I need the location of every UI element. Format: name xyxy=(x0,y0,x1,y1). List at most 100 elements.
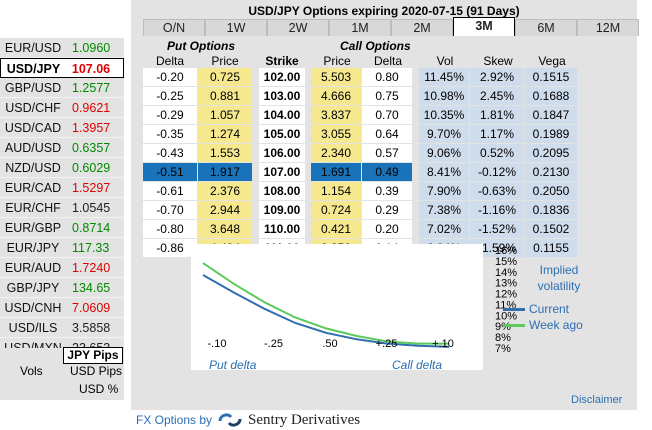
x-tick-label: +.25 xyxy=(376,338,398,350)
tab-1w[interactable]: 1W xyxy=(205,19,267,36)
table-row[interactable]: -0.80 3.648 110.00 0.421 0.20 7.02% -1.52% 0.15… xyxy=(143,220,578,239)
pair-rate: 0.9621 xyxy=(72,101,111,115)
pair-rate: 0.8714 xyxy=(72,221,111,235)
pair-rate: 134.65 xyxy=(72,281,111,295)
cell-vol: 8.41% xyxy=(419,163,469,181)
pair-item-eur-gbp[interactable]: EUR/GBP 0.8714 xyxy=(0,218,124,238)
cell-strike: 108.00 xyxy=(259,182,305,200)
tab-6m[interactable]: 6M xyxy=(515,19,577,36)
tab-2m[interactable]: 2M xyxy=(391,19,453,36)
usd-percent-button[interactable]: USD % xyxy=(79,382,119,396)
cell-skew: 2.92% xyxy=(470,68,524,86)
legend-week-ago-label: Week ago xyxy=(529,318,583,332)
tab-on[interactable]: O/N xyxy=(143,19,205,36)
cell-put-delta: -0.29 xyxy=(143,106,197,124)
table-row[interactable]: -0.61 2.376 108.00 1.154 0.39 7.90% -0.63% 0.20… xyxy=(143,182,578,201)
pair-item-usd-cnh[interactable]: USD/CNH 7.0609 xyxy=(0,298,124,318)
jpy-pips-button[interactable]: JPY Pips xyxy=(63,347,123,364)
y-tick-label: 16% xyxy=(495,245,517,257)
cell-strike: 107.00 xyxy=(259,163,305,181)
cell-call-price: 1.691 xyxy=(311,163,361,181)
pair-name: USD/CAD xyxy=(4,121,62,135)
cell-vol: 10.98% xyxy=(419,87,469,105)
pair-item-eur-jpy[interactable]: EUR/JPY 117.33 xyxy=(0,238,124,258)
cell-call-delta: 0.70 xyxy=(362,106,412,124)
col-call-delta: Delta xyxy=(373,54,402,68)
pair-rate: 1.0960 xyxy=(72,41,111,55)
pair-item-eur-cad[interactable]: EUR/CAD 1.5297 xyxy=(0,178,124,198)
table-row[interactable]: -0.25 0.881 103.00 4.666 0.75 10.98% 2.45% 0.16… xyxy=(143,87,578,106)
cell-vega: 0.1502 xyxy=(525,220,577,238)
pair-name: EUR/AUD xyxy=(4,261,62,275)
expiry-tabs: O/N 1W 2W 1M 2M 3M 6M 12M xyxy=(143,17,639,36)
pair-item-aud-usd[interactable]: AUD/USD 0.6357 xyxy=(0,138,124,158)
pair-rate: 1.2577 xyxy=(72,81,111,95)
sentry-logo-icon[interactable] xyxy=(217,411,243,429)
cell-call-price: 3.055 xyxy=(311,125,361,143)
pair-name: USD/JPY xyxy=(6,62,61,76)
table-row[interactable]: -0.35 1.274 105.00 3.055 0.64 9.70% 1.17% 0.198… xyxy=(143,125,578,144)
cell-strike: 105.00 xyxy=(259,125,305,143)
cell-put-delta: -0.86 xyxy=(143,239,197,257)
y-tick-label: 14% xyxy=(495,267,517,279)
pair-item-usd-chf[interactable]: USD/CHF 0.9621 xyxy=(0,98,124,118)
cell-vega: 0.1989 xyxy=(525,125,577,143)
cell-call-delta: 0.39 xyxy=(362,182,412,200)
pair-item-eur-usd[interactable]: EUR/USD 1.0960 xyxy=(0,38,124,58)
x-tick-label: +.10 xyxy=(432,338,454,350)
cell-skew: -1.52% xyxy=(470,220,524,238)
pair-item-nzd-usd[interactable]: NZD/USD 0.6029 xyxy=(0,158,124,178)
cell-put-price: 0.881 xyxy=(198,87,252,105)
pair-rate: 1.7240 xyxy=(72,261,111,275)
y-tick-label: 15% xyxy=(495,256,517,268)
pair-name: EUR/USD xyxy=(4,41,62,55)
cell-vega: 0.1515 xyxy=(525,68,577,86)
x-tick-label: -.25 xyxy=(264,338,283,350)
cell-call-delta: 0.80 xyxy=(362,68,412,86)
vols-label[interactable]: Vols xyxy=(20,364,43,378)
pair-item-usd-ils[interactable]: USD/ILS 3.5858 xyxy=(0,318,124,338)
pair-item-usd-cad[interactable]: USD/CAD 1.3957 xyxy=(0,118,124,138)
pair-name: EUR/CHF xyxy=(5,201,61,215)
pair-name: EUR/GBP xyxy=(4,221,62,235)
tab-3m[interactable]: 3M xyxy=(453,17,515,36)
disclaimer-link[interactable]: Disclaimer xyxy=(571,394,623,406)
tab-12m[interactable]: 12M xyxy=(577,19,639,36)
pair-item-eur-aud[interactable]: EUR/AUD 1.7240 xyxy=(0,258,124,278)
cell-vol: 7.38% xyxy=(419,201,469,219)
cell-skew: -1.59% xyxy=(470,239,524,257)
col-call-price: Price xyxy=(323,54,351,68)
table-row[interactable]: -0.29 1.057 104.00 3.837 0.70 10.35% 1.81% 0.18… xyxy=(143,106,578,125)
x-tick-label: -.10 xyxy=(208,338,227,350)
cell-put-delta: -0.61 xyxy=(143,182,197,200)
cell-call-delta: 0.29 xyxy=(362,201,412,219)
cell-strike: 103.00 xyxy=(259,87,305,105)
pair-item-gbp-jpy[interactable]: GBP/JPY 134.65 xyxy=(0,278,124,298)
pair-rate: 107.06 xyxy=(71,62,111,76)
pair-item-gbp-usd[interactable]: GBP/USD 1.2577 xyxy=(0,78,124,98)
cell-strike: 109.00 xyxy=(259,201,305,219)
usd-pips-button[interactable]: USD Pips xyxy=(70,364,123,378)
put-options-header: Put Options xyxy=(167,39,235,53)
tab-1m[interactable]: 1M xyxy=(329,19,391,36)
col-skew: Skew xyxy=(483,54,513,68)
pair-item-eur-chf[interactable]: EUR/CHF 1.0545 xyxy=(0,198,124,218)
table-row[interactable]: -0.70 2.944 109.00 0.724 0.29 7.38% -1.16% 0.18… xyxy=(143,201,578,220)
pair-item-usd-jpy[interactable]: USD/JPY 107.06 xyxy=(0,58,124,78)
cell-put-delta: -0.25 xyxy=(143,87,197,105)
cell-call-price: 3.837 xyxy=(311,106,361,124)
cell-put-price: 2.944 xyxy=(198,201,252,219)
table-row[interactable]: -0.20 0.725 102.00 5.503 0.80 11.45% 2.92% 0.15… xyxy=(143,68,578,87)
cell-vol: 11.45% xyxy=(419,68,469,86)
cell-put-delta: -0.51 xyxy=(143,163,197,181)
cell-put-delta: -0.80 xyxy=(143,220,197,238)
cell-vol: 9.70% xyxy=(419,125,469,143)
cell-call-price: 1.154 xyxy=(311,182,361,200)
sentry-derivatives-brand[interactable]: Sentry Derivatives xyxy=(248,411,361,428)
pair-rate: 117.33 xyxy=(72,241,110,255)
table-row[interactable]: -0.43 1.553 106.00 2.340 0.57 9.06% 0.52% 0.209… xyxy=(143,144,578,163)
cell-call-delta: 0.49 xyxy=(362,163,412,181)
legend-current-swatch xyxy=(503,307,525,311)
tab-2w[interactable]: 2W xyxy=(267,19,329,36)
table-row[interactable]: -0.51 1.917 107.00 1.691 0.49 8.41% -0.12% 0.21… xyxy=(143,163,578,182)
